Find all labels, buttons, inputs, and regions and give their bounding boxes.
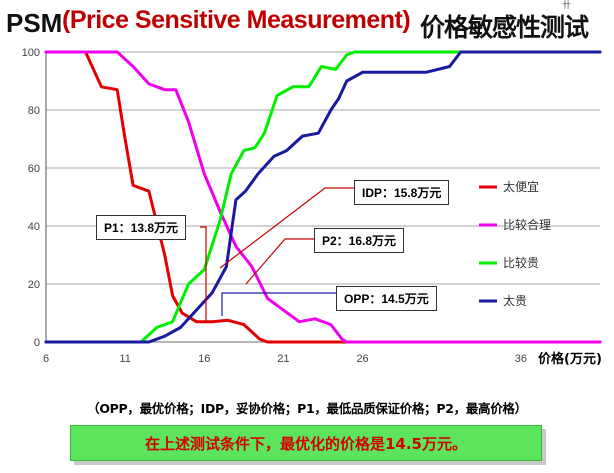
x-tick-label: 21	[277, 353, 289, 365]
series-line-2	[44, 50, 602, 344]
callout-p1: P1：13.8万元	[96, 215, 187, 240]
series-line-1	[44, 50, 602, 344]
y-tick-label: 40	[28, 221, 40, 233]
leader-opp	[221, 292, 336, 316]
title-main: (Price Sensitive Measurement)	[62, 6, 411, 34]
y-tick-label: 100	[22, 47, 40, 59]
legend-label-1: 太便宜	[503, 179, 539, 194]
y-tick-label: 60	[28, 163, 40, 175]
psm-chart: 0 20 40 60 80 100 6 11 16 21 26 36 价格(万元) 太便宜比较合理比较贵太…	[22, 47, 602, 367]
y-tick-label: 20	[28, 279, 40, 291]
x-tick-label: 11	[119, 353, 130, 365]
leader-p1	[200, 226, 207, 322]
leader-idp	[219, 187, 354, 269]
title-prefix: PSM	[6, 8, 63, 38]
callout-opp: OPP：14.5万元	[336, 286, 437, 311]
x-tick-label: 26	[356, 353, 368, 365]
x-axis-label: 价格(万元)	[538, 351, 602, 367]
footnote: （OPP，最优价格；IDP，妥协价格；P1，最低品质保证价格；P2，最高价格）	[87, 401, 527, 416]
callout-p2: P2：16.8万元	[314, 228, 405, 253]
legend-label-4: 太贵	[503, 293, 527, 308]
series-line-3	[44, 50, 602, 344]
title-chinese: 价格敏感性测试	[420, 13, 589, 42]
title-mark: 卄	[562, 1, 572, 11]
leader-p2	[245, 238, 314, 285]
chart-title: PSM (Price Sensitive Measurement) 价格敏感性测…	[0, 1, 614, 42]
y-tick-label: 0	[34, 337, 40, 349]
series-line-4	[44, 50, 602, 344]
x-tick-label: 16	[198, 353, 210, 365]
callout-idp: IDP：15.8万元	[354, 180, 450, 205]
legend-label-3: 比较贵	[503, 255, 539, 270]
legend-label-2: 比较合理	[503, 217, 551, 232]
x-tick-label: 36	[515, 353, 527, 365]
x-tick-label: 6	[43, 353, 49, 365]
conclusion-banner: 在上述测试条件下，最优化的价格是14.5万元。	[70, 425, 542, 461]
y-tick-label: 80	[28, 105, 40, 117]
